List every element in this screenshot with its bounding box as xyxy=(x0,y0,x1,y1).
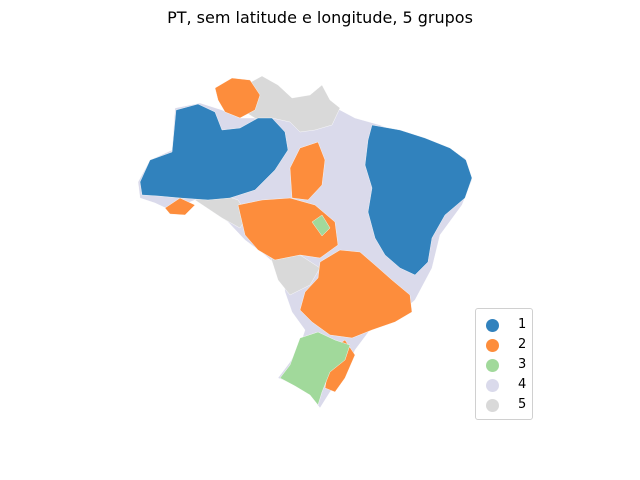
legend-item-3: 3 xyxy=(476,355,534,375)
map-region-group3-small xyxy=(311,214,331,237)
legend-swatch-4 xyxy=(486,379,499,392)
legend-swatch-5 xyxy=(486,399,499,412)
map-region-group2-north xyxy=(214,77,261,119)
chart-title: PT, sem latitude e longitude, 5 grupos xyxy=(167,8,473,27)
legend-item-2: 2 xyxy=(476,335,534,355)
map-region-group1-northeast xyxy=(364,124,473,276)
legend-swatch-3 xyxy=(486,359,499,372)
map-region-group2-southeast xyxy=(299,249,413,339)
map-region-group2-mato-grosso xyxy=(237,197,339,261)
map-region-group2-central xyxy=(289,141,326,201)
legend-item-5: 5 xyxy=(476,395,534,415)
legend-label-1: 1 xyxy=(518,317,527,332)
legend-label-2: 2 xyxy=(518,337,527,352)
legend-swatch-1 xyxy=(486,319,499,332)
map-region-group2-acre xyxy=(164,197,196,216)
map-region-group1-northwest xyxy=(139,103,289,201)
legend: 1 2 3 4 5 xyxy=(475,308,533,420)
legend-item-4: 4 xyxy=(476,375,534,395)
map-region-group3-south xyxy=(279,331,351,406)
legend-label-4: 4 xyxy=(518,377,527,392)
legend-item-1: 1 xyxy=(476,315,534,335)
legend-label-5: 5 xyxy=(518,397,527,412)
legend-label-3: 3 xyxy=(518,357,527,372)
legend-swatch-2 xyxy=(486,339,499,352)
